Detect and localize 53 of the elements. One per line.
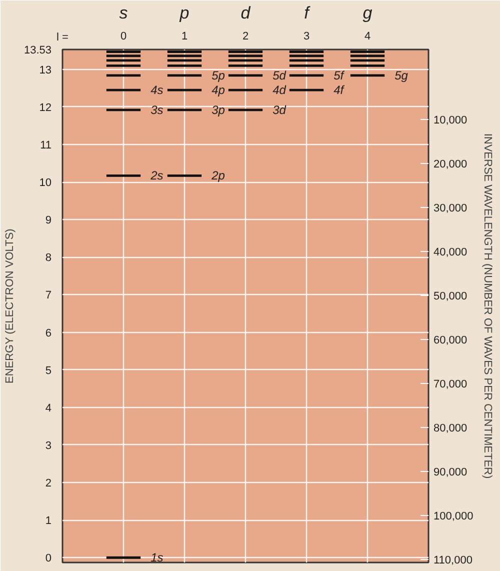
y2-tick-label: 20,000 [434,158,468,170]
y-tick-label: 11 [40,140,52,152]
x-tick-label: 2 [242,30,249,42]
y-tick-label: 5 [45,364,52,377]
text: d [240,4,251,22]
text: s [119,4,128,22]
y-tick-label: 9 [45,214,52,227]
x-axis-title: l = [56,32,68,44]
y-tick-label: 10 [39,177,52,190]
y-tick-label: 7 [45,290,52,302]
y-tick-label: 13 [39,64,52,76]
text: p [178,4,190,22]
y2-tick-label: 90,000 [434,466,468,478]
y2-tick-label: 50,000 [434,290,468,302]
series-label: 5f [334,68,346,82]
y-axis-title: ENERGY (ELECTRON VOLTS) [4,228,16,384]
y2-tick-label: 100,000 [434,510,474,522]
y-tick-label: 3 [45,440,52,452]
y2-tick-label: 60,000 [434,334,468,346]
series-label: 3p [212,102,226,117]
series-label: 2s [150,168,164,183]
series-label: 4s [150,83,164,98]
series-label: 5p [212,68,226,82]
x-tick-label: 4 [364,30,371,42]
y2-tick-label: 70,000 [434,378,468,390]
series-label: 3d [272,102,286,117]
y2-tick-label: 10,000 [434,114,468,126]
y-tick-label: 0 [45,552,52,565]
series-label: 1s [150,550,164,565]
x-tick-label: 3 [303,30,310,42]
y2-tick-label: 40,000 [434,246,468,258]
y2-tick-label: 30,000 [434,202,468,214]
text: g [362,4,373,22]
y-tick-label: 12 [39,102,52,114]
series-label: 2p [210,168,226,183]
series-label: 4f [334,83,346,98]
series-label: 5g [394,68,408,82]
y-tick-label: 8 [45,252,52,264]
x-tick-label: 0 [120,30,127,42]
series-label: 5d [272,68,286,82]
y-tick-label: 4 [45,402,52,414]
y-tick-label: 6 [45,327,52,340]
y2-axis-title: INVERSE WAVELENGTH (NUMBER OF WAVES PER CENTIMETER) [481,133,494,479]
y2-tick-label: 80,000 [434,422,468,434]
series-label: 4p [212,83,226,98]
y-tick-label: 1 [45,515,52,528]
y2-tick-label: 110,000 [434,554,472,566]
series-label: 3s [150,102,164,117]
y-tick-label: 2 [45,478,52,490]
y-tick-label: 13.53 [24,44,52,56]
series-label: 4d [272,83,286,98]
x-tick-label: 1 [181,30,188,42]
text: f [304,4,312,22]
